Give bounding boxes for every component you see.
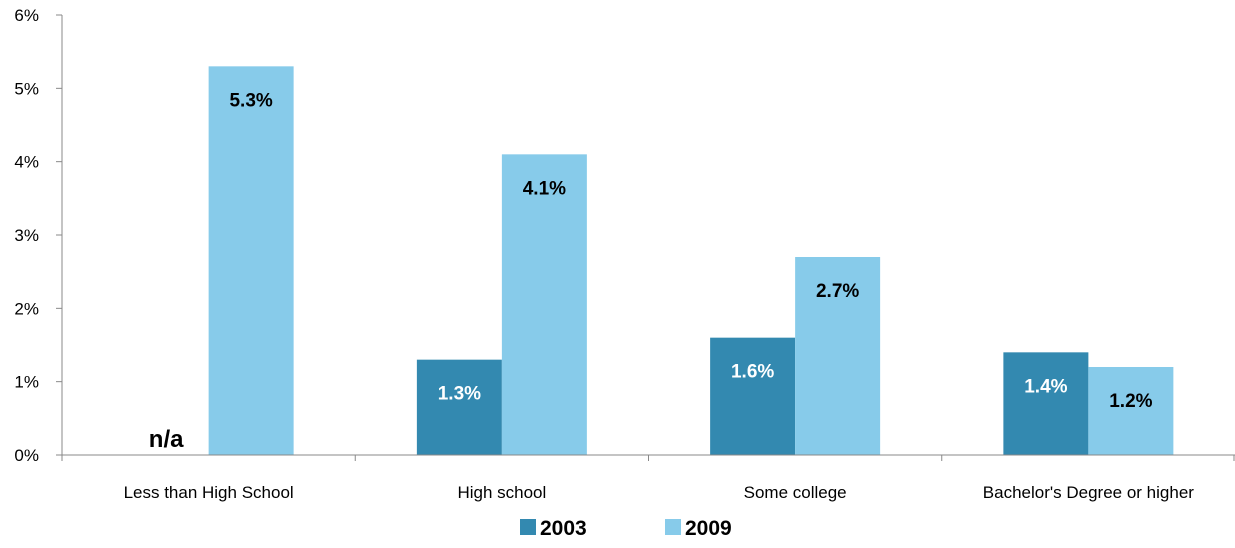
y-axis: 0% 1% 2% 3% 4% 5% 6%	[14, 6, 63, 465]
y-tick-label: 4%	[14, 153, 39, 172]
legend-swatch-2009	[665, 519, 681, 535]
x-category-label: Less than High School	[124, 483, 294, 502]
bar-2003-1	[416, 359, 502, 455]
y-tick-label: 1%	[14, 373, 39, 392]
data-label: 1.3%	[438, 384, 481, 405]
legend-label: 2009	[685, 517, 732, 540]
y-tick-label: 6%	[14, 6, 39, 25]
data-label: 1.2%	[1109, 391, 1152, 412]
data-label: 5.3%	[229, 90, 272, 111]
legend-label: 2003	[540, 517, 587, 540]
bar-2003-3	[1003, 352, 1089, 455]
y-tick-label: 2%	[14, 299, 39, 318]
bar-2003-2	[710, 337, 796, 455]
x-category-label: High school	[457, 483, 546, 502]
y-tick-label: 5%	[14, 79, 39, 98]
legend: 2003 2009	[520, 517, 732, 540]
x-category-label: Bachelor's Degree or higher	[983, 483, 1194, 502]
x-category-label: Some college	[744, 483, 847, 502]
y-tick-label: 0%	[14, 446, 39, 465]
bar-2009-3	[1088, 367, 1174, 455]
x-axis: Less than High School High school Some col…	[61, 454, 1235, 502]
bars	[208, 66, 1174, 456]
bar-2009-2	[795, 257, 881, 455]
legend-swatch-2003	[520, 519, 536, 535]
data-label: 4.1%	[523, 178, 566, 199]
na-label: n/a	[149, 426, 184, 453]
bar-2009-0	[208, 66, 294, 455]
y-tick-label: 3%	[14, 226, 39, 245]
data-label: 1.4%	[1024, 376, 1067, 397]
data-labels: n/a 1.3% 1.6% 1.4% 5.3% 4.1% 2.7% 1.2%	[149, 90, 1153, 453]
data-label: 2.7%	[816, 281, 859, 302]
bar-2009-1	[501, 154, 587, 456]
data-label: 1.6%	[731, 362, 774, 383]
